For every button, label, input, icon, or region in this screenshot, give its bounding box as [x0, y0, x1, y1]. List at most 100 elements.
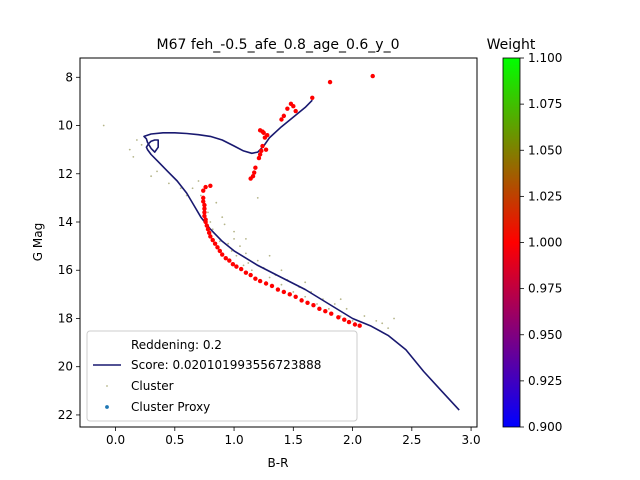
proxy-point [208, 234, 213, 239]
proxy-point [212, 241, 218, 246]
proxy-point [227, 258, 232, 263]
cluster-point [292, 291, 295, 293]
proxy-point [220, 252, 225, 257]
colorbar-tick-label: 1.025 [528, 189, 562, 203]
proxy-point [217, 248, 223, 254]
proxy-point [202, 210, 207, 215]
proxy-point [329, 311, 334, 316]
x-axis: 0.0 0.5 1.0 1.5 2.0 2.5 3.0 [106, 427, 481, 447]
cluster-point [250, 269, 253, 272]
cluster-point [209, 221, 212, 223]
colorbar-tick-label: 1.075 [528, 97, 562, 111]
proxy-point [336, 315, 341, 320]
x-tick-label: 0.0 [106, 433, 125, 447]
cluster-point [351, 319, 354, 322]
cluster-point [179, 187, 182, 190]
cluster-point [233, 230, 235, 233]
cluster-point [211, 228, 214, 231]
cluster-point [245, 237, 247, 240]
legend-box [86, 330, 358, 422]
proxy-point [215, 245, 220, 250]
cluster-point [167, 182, 170, 185]
cluster-point [245, 252, 247, 255]
proxy-point [285, 106, 290, 111]
proxy-point [248, 272, 253, 278]
proxy-point [346, 319, 352, 325]
proxy-point [230, 262, 236, 267]
cluster-point [339, 298, 342, 301]
cluster-point [102, 124, 105, 127]
x-tick-label: 2.0 [343, 433, 362, 447]
y-tick-label: 20 [58, 360, 73, 374]
y-tick-label: 12 [58, 167, 73, 181]
proxy-point [261, 130, 266, 135]
proxy-point [291, 104, 296, 109]
cluster-point [221, 216, 224, 219]
proxy-point [206, 230, 212, 236]
proxy-point [263, 281, 269, 286]
proxy-point [256, 155, 262, 161]
proxy-point [259, 148, 264, 154]
proxy-point [281, 289, 287, 295]
cluster-point [247, 262, 250, 264]
cluster-point [316, 303, 318, 305]
y-tick-label: 18 [58, 311, 73, 325]
cluster-point [199, 194, 202, 197]
legend-reddening: Reddening: 0.2 [131, 338, 222, 352]
proxy-point [293, 108, 298, 114]
proxy-point [299, 298, 304, 303]
isochrone-path [143, 99, 460, 411]
cluster-point [375, 319, 378, 322]
proxy-point [357, 323, 362, 328]
legend: Reddening: 0.2 Score: 0.0201019935567238… [86, 330, 358, 422]
y-axis: 8 10 12 14 16 18 20 22 [58, 70, 80, 422]
y-tick-label: 22 [58, 408, 73, 422]
cluster-point [227, 242, 230, 245]
cluster-point [363, 315, 366, 317]
proxy-point [265, 132, 270, 138]
proxy-point [203, 219, 208, 225]
proxy-point [310, 95, 315, 100]
legend-cluster-marker [106, 385, 108, 387]
colorbar-tick-label: 0.950 [528, 328, 562, 342]
cluster-point [233, 237, 235, 240]
cluster-proxy-points [201, 73, 375, 328]
proxy-point [201, 195, 206, 201]
colorbar-tick-label: 0.900 [528, 420, 562, 434]
plot-frame [79, 57, 478, 428]
cluster-points [102, 124, 395, 330]
cluster-point [242, 264, 245, 267]
cluster-point [256, 196, 259, 199]
proxy-point [253, 165, 258, 170]
cluster-point [128, 148, 131, 151]
colorbar-tick-label: 1.100 [528, 51, 562, 65]
proxy-point [257, 278, 263, 284]
cluster-point [280, 283, 283, 286]
x-axis-label: B-R [268, 456, 289, 470]
proxy-point [203, 184, 208, 190]
proxy-point [201, 188, 206, 193]
colorbar-gradient [502, 57, 521, 428]
y-tick-label: 10 [58, 119, 73, 133]
proxy-point [317, 306, 322, 312]
x-tick-label: 0.5 [165, 433, 184, 447]
cluster-point [327, 307, 330, 310]
legend-cluster: Cluster [131, 379, 174, 393]
proxy-point [208, 183, 213, 189]
proxy-point [275, 287, 281, 292]
proxy-point [311, 303, 316, 308]
proxy-point [204, 223, 210, 228]
proxy-point [323, 309, 328, 314]
proxy-point [327, 79, 333, 85]
colorbar-tick-label: 1.050 [528, 143, 562, 157]
proxy-point [234, 264, 239, 269]
proxy-point [202, 213, 207, 219]
cluster-point [215, 201, 218, 204]
proxy-point [243, 270, 249, 275]
proxy-point [279, 117, 284, 122]
proxy-point [342, 317, 347, 322]
proxy-point [223, 255, 228, 261]
isochrone-line [143, 99, 460, 411]
plot-area: 0.0 0.5 1.0 1.5 2.0 2.5 3.0 8 10 12 14 16 18 20 22 [58, 57, 481, 447]
